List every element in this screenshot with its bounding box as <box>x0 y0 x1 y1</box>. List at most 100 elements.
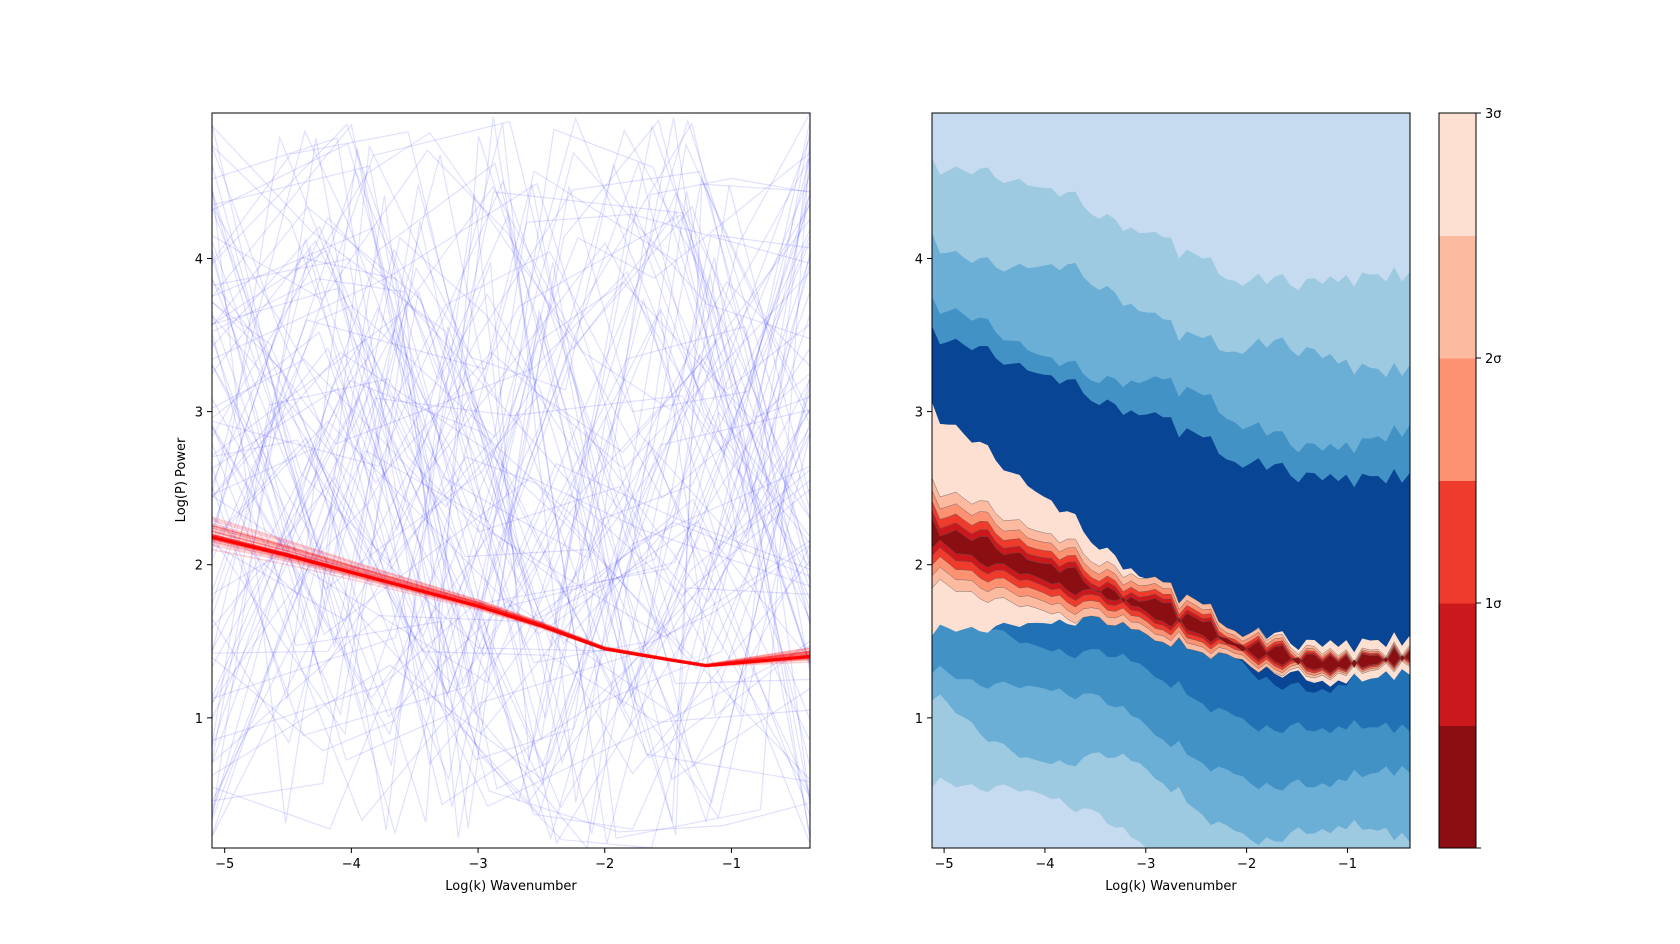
y-tick-label: 3 <box>915 406 923 421</box>
posterior-draw-line <box>212 525 810 666</box>
prior-draw-line <box>212 118 810 808</box>
colorbar-ticks: 1σ 2σ 3σ <box>1476 107 1502 849</box>
posterior-draw-line <box>212 516 810 666</box>
prior-draw-line <box>212 143 810 837</box>
prior-draw-line <box>212 131 810 438</box>
prior-draw-line <box>212 262 810 819</box>
prior-draw-line <box>212 182 810 655</box>
y-tick-label: 3 <box>195 406 203 421</box>
left-ticks: −5 −4 −3 −2 −1 1 2 3 4 <box>195 252 741 872</box>
prior-draw-line <box>212 135 810 717</box>
prior-draw-line <box>212 131 810 586</box>
prior-draw-line <box>212 313 810 636</box>
colorbar-tick-label: 2σ <box>1485 352 1502 367</box>
prior-draw-line <box>212 129 810 559</box>
colorbar-tick-label: 3σ <box>1485 107 1502 122</box>
prior-draw-line <box>212 148 810 790</box>
right-contour-area <box>932 113 1410 848</box>
prior-draw-line <box>212 136 810 699</box>
prior-draw-line <box>212 165 810 736</box>
prior-draw-line <box>212 186 810 838</box>
prior-draw-line <box>212 379 810 836</box>
prior-draw-line <box>212 137 810 848</box>
prior-draw-line <box>212 177 810 761</box>
prior-draw-line <box>212 240 810 667</box>
posterior-draw-line <box>212 522 810 666</box>
y-tick-label: 2 <box>915 559 923 574</box>
prior-draw-line <box>212 420 810 816</box>
right-x-axis-label: Log(k) Wavenumber <box>1105 879 1237 894</box>
contour-level <box>932 402 1410 687</box>
prior-draw-line <box>212 364 810 816</box>
prior-draw-line <box>212 152 810 639</box>
prior-draw-line <box>212 203 810 761</box>
prior-draw-line <box>212 116 810 745</box>
colorbar-frame <box>1438 112 1477 849</box>
contour-level <box>932 517 1410 674</box>
x-tick-label: −1 <box>722 857 741 872</box>
x-tick-label: −2 <box>595 857 614 872</box>
colorbar-cell <box>1439 235 1476 359</box>
prior-draw-line <box>212 128 810 752</box>
prior-draw-line <box>212 162 810 783</box>
prior-draw-line <box>212 213 810 736</box>
prior-draw-line <box>212 476 810 808</box>
prior-draw-line <box>212 332 810 833</box>
prior-draw-line <box>212 214 810 654</box>
prior-draw-line <box>212 191 810 700</box>
x-tick-label: −3 <box>1136 857 1155 872</box>
posterior-draw-line <box>212 519 810 666</box>
prior-draw-line <box>212 185 810 764</box>
prior-draw-line <box>212 235 810 611</box>
prior-draw-line <box>212 123 810 710</box>
prior-draw-line <box>212 193 810 806</box>
prior-draw-line <box>212 270 810 720</box>
prior-draw-line <box>212 351 810 781</box>
prior-draw-line <box>212 205 810 699</box>
prior-draw-line <box>212 354 810 600</box>
x-tick-label: −5 <box>215 857 234 872</box>
y-tick-label: 4 <box>195 252 203 267</box>
x-tick-label: −4 <box>1035 857 1054 872</box>
prior-draw-line <box>212 194 810 766</box>
left-chart: −5 −4 −3 −2 −1 1 2 3 4 Log(k) Wavenumber Log(P) … <box>174 112 811 894</box>
prior-draw-line <box>212 193 810 718</box>
posterior-draw-line <box>212 525 810 666</box>
prior-draw-line <box>212 191 810 673</box>
prior-draw-line <box>212 376 810 805</box>
colorbar-cell <box>1439 480 1476 604</box>
prior-draw-line <box>212 206 810 720</box>
prior-draw-line <box>212 113 810 698</box>
colorbar-cell <box>1439 358 1476 481</box>
prior-draw-line <box>212 248 810 676</box>
prior-draw-line <box>212 201 810 472</box>
prior-draw-line <box>212 174 810 823</box>
posterior-draw-line <box>212 518 810 666</box>
colorbar-tick-label: 1σ <box>1485 597 1502 612</box>
left-y-axis-label: Log(P) Power <box>174 437 189 522</box>
prior-draw-line <box>212 185 810 831</box>
prior-draw-line <box>212 118 810 606</box>
prior-draw-line <box>212 136 810 824</box>
posterior-draw-line <box>212 524 810 666</box>
prior-draw-line <box>212 121 810 625</box>
prior-draw-line <box>212 170 810 664</box>
prior-draw-line <box>212 193 810 836</box>
prior-draw-line <box>212 117 810 819</box>
prior-draw-line <box>212 122 810 803</box>
prior-draw-line <box>212 257 810 841</box>
prior-draw-line <box>212 255 810 684</box>
prior-draw-line <box>212 236 810 707</box>
left-axes-frame <box>211 112 811 849</box>
prior-draw-line <box>212 145 810 787</box>
right-axes-frame <box>931 112 1411 849</box>
prior-draw-line <box>212 249 810 803</box>
prior-draw-line <box>212 256 810 803</box>
colorbar-cells <box>1439 113 1476 849</box>
prior-draw-line <box>212 116 810 844</box>
prior-draw-line <box>212 129 810 848</box>
prior-draw-line <box>212 395 810 809</box>
prior-draw-line <box>212 170 810 577</box>
prior-draw-line <box>212 205 810 484</box>
prior-draw-line <box>212 120 810 766</box>
